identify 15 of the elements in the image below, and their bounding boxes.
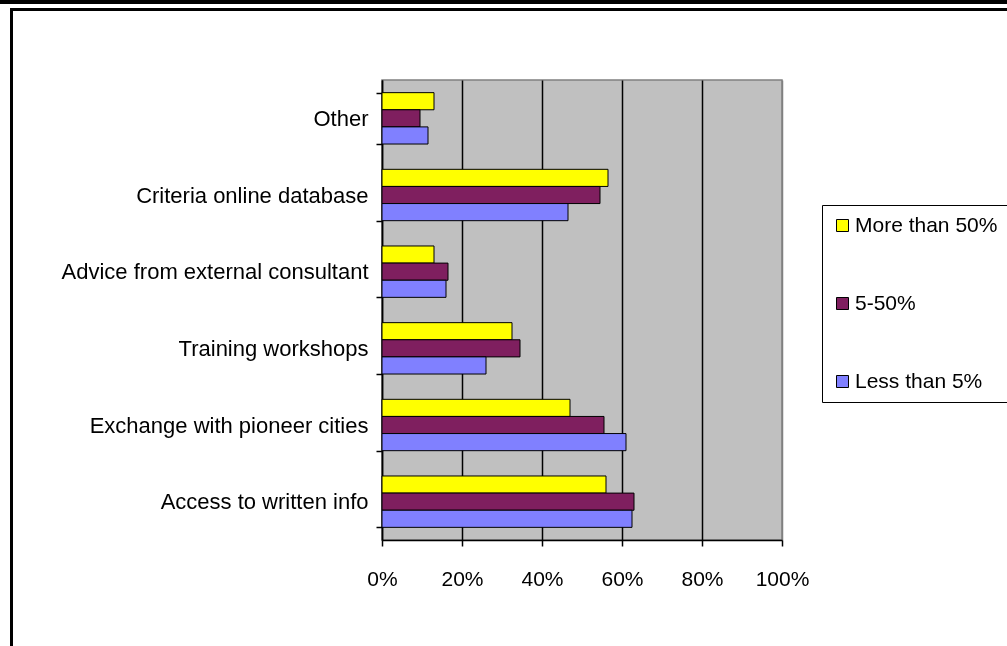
x-tick-label: 60% bbox=[601, 566, 644, 590]
y-tick-label: Advice from external consultant bbox=[61, 259, 369, 285]
legend-label: 5-50% bbox=[855, 290, 916, 314]
x-tick-label: 80% bbox=[681, 566, 724, 590]
legend-label: Less than 5% bbox=[855, 368, 983, 392]
legend-label: More than 50% bbox=[855, 212, 998, 236]
x-tick-label: 20% bbox=[441, 566, 484, 590]
y-tick-label: Access to written info bbox=[160, 489, 369, 515]
y-tick-label: Criteria online database bbox=[136, 182, 369, 208]
y-tick-label: Other bbox=[313, 105, 369, 131]
y-tick-label: Exchange with pioneer cities bbox=[89, 412, 369, 438]
x-tick-label: 40% bbox=[521, 566, 564, 590]
x-tick-label: 0% bbox=[367, 566, 398, 590]
x-tick-label: 100% bbox=[755, 566, 810, 590]
y-tick-label: Training workshops bbox=[178, 335, 369, 361]
